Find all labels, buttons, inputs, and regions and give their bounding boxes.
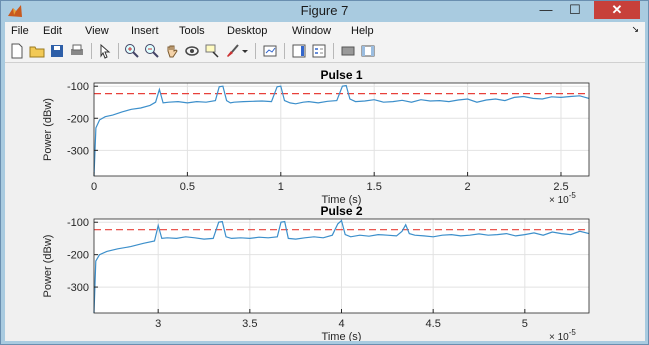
x-tick-label: 0.5 (180, 181, 195, 193)
chart-title: Pulse 2 (320, 204, 362, 218)
y-axis-label: Power (dBw) (42, 98, 54, 161)
menu-insert[interactable]: Insert (131, 25, 159, 37)
maximize-button[interactable]: ☐ (569, 2, 581, 17)
x-exponent-power: -5 (569, 191, 577, 200)
toolbar-separator (91, 43, 92, 59)
y-tick-label: -200 (67, 113, 89, 125)
zoom-out-icon[interactable] (144, 43, 160, 59)
axes-border (93, 82, 590, 177)
axes-pulse-2[interactable]: 3 3.5 4 4.5 5 -100 -200 -300 Pulse 2 Time (s) Powe… (42, 204, 590, 341)
window-title: Figure 7 (300, 3, 349, 18)
zoom-in-icon[interactable] (124, 43, 140, 59)
x-tick-label: 4.5 (426, 318, 441, 330)
colorbar-icon[interactable] (291, 43, 307, 59)
x-tick-label: 1.5 (367, 181, 382, 193)
toolbar-separator (255, 43, 256, 59)
close-button[interactable]: ✕ (594, 1, 640, 19)
x-exponent-label: × 10-5 (549, 328, 576, 341)
menu-tools[interactable]: Tools (179, 25, 205, 37)
x-axis-label: Time (s) (322, 331, 362, 341)
chart-title: Pulse 1 (320, 68, 362, 82)
power-line (93, 219, 590, 314)
menu-help[interactable]: Help (351, 25, 374, 37)
power-line (93, 84, 590, 177)
menu-bar: File Edit View Insert Tools Desktop Wind… (5, 22, 645, 40)
axes-pulse-1[interactable]: 0 0.5 1 1.5 2 2.5 -100 -200 -300 Pulse 1 Time (s) P… (42, 68, 590, 206)
x-tick-label: 4 (338, 318, 344, 330)
title-bar[interactable]: Figure 7 — ☐ ✕ (1, 1, 648, 21)
y-tick-label: -100 (67, 217, 89, 229)
matlab-logo-icon (8, 5, 22, 17)
show-plot-tools-icon[interactable] (360, 43, 376, 59)
y-tick-label: -300 (67, 145, 89, 157)
hide-plot-tools-icon[interactable] (340, 43, 356, 59)
toolbar (5, 40, 645, 63)
x-tick-label: 3 (155, 318, 161, 330)
y-tick-label: -300 (67, 282, 89, 294)
x-tick-label: 3.5 (242, 318, 257, 330)
x-axis-label: Time (s) (322, 194, 362, 206)
menu-overflow-icon[interactable]: ↘ (631, 24, 639, 34)
print-icon[interactable] (69, 43, 85, 59)
y-tick-label: -100 (67, 81, 89, 93)
menu-edit[interactable]: Edit (43, 25, 62, 37)
rotate-3d-icon[interactable] (184, 43, 200, 59)
legend-icon[interactable] (311, 43, 327, 59)
open-file-icon[interactable] (29, 43, 45, 59)
x-exponent-label: × 10-5 (549, 191, 576, 206)
y-axis-label: Power (dBw) (42, 235, 54, 298)
link-plot-icon[interactable] (262, 43, 278, 59)
plot-area (94, 83, 589, 176)
pointer-icon[interactable] (97, 43, 113, 59)
brush-icon[interactable] (224, 43, 240, 59)
x-tick-label: 1 (278, 181, 284, 193)
save-icon[interactable] (49, 43, 65, 59)
toolbar-separator (333, 43, 334, 59)
x-tick-label: 2 (465, 181, 471, 193)
data-cursor-icon[interactable] (204, 43, 220, 59)
minimize-button[interactable]: — (539, 2, 553, 17)
menu-desktop[interactable]: Desktop (227, 25, 268, 37)
x-tick-label: 0 (91, 181, 97, 193)
new-figure-icon[interactable] (9, 43, 25, 59)
menu-view[interactable]: View (85, 25, 109, 37)
menu-file[interactable]: File (11, 25, 29, 37)
menu-window[interactable]: Window (292, 25, 332, 37)
brush-dropdown-icon[interactable] (241, 43, 249, 59)
x-exponent-power: -5 (569, 328, 577, 337)
pan-hand-icon[interactable] (164, 43, 180, 59)
x-tick-label: 5 (522, 318, 528, 330)
y-tick-label: -200 (67, 250, 89, 262)
toolbar-separator (284, 43, 285, 59)
x-tick-label: 2.5 (553, 181, 568, 193)
toolbar-separator (118, 43, 119, 59)
